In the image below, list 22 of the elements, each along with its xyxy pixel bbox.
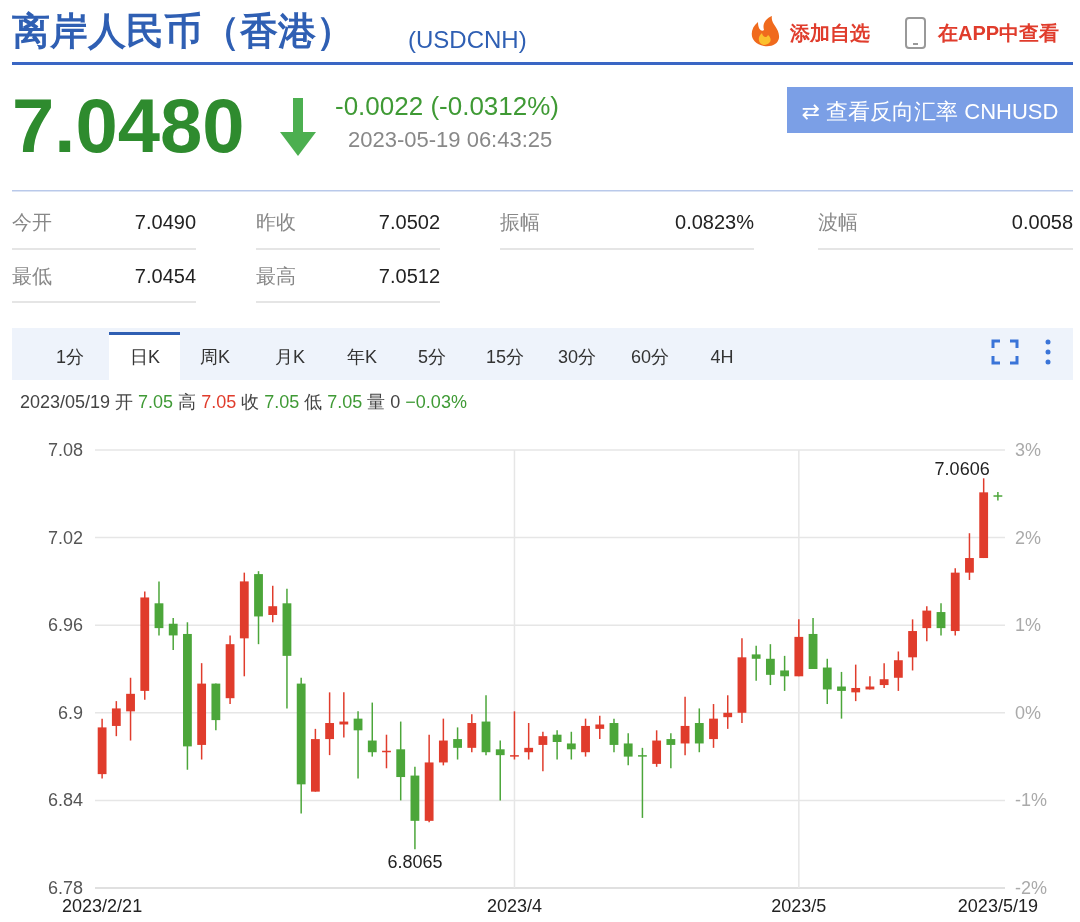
x-tick-label: 2023/2/21 <box>62 896 143 916</box>
chart-title: 离岸人民币（香港） <box>12 10 354 52</box>
annotation: 7.0606 <box>934 459 990 480</box>
y-tick-label: 7.02 <box>47 527 83 548</box>
header: 离岸人民币（香港） (USDCNH) 2023/05/19 开 7.05 高 7.05 收 7.05 低 7.05 量 0 −0.03% 添加自选 在APP中查看 7.0480 -0.0022 (-0.0312%) 2023-05-19 06:43:25 ⇄ 查看反向汇率 CNHUSD 今开 7.0490 昨收 7.0502 振幅 0.0823% 波幅 0.0058 最低 7.0454 最高 7.0512 1分 日K 周K 月K 年K 5分 15分 30分 60分 4H <box>11 10 1074 412</box>
annotation: 6.8065 <box>387 852 443 873</box>
chart-subtitle: (USDCNH) <box>408 26 527 53</box>
y2-tick-label: -2% <box>1015 878 1048 898</box>
x-tick-label: 2023/4 <box>486 896 542 916</box>
x-tick-label: 2023/5 <box>771 896 827 916</box>
y-tick-label: 6.96 <box>47 615 83 636</box>
y2-tick-label: 2% <box>1015 527 1042 548</box>
y-tick-label: 6.78 <box>47 878 83 898</box>
y2-tick-label: 1% <box>1015 615 1042 636</box>
y-tick-label: 6.9 <box>57 702 83 723</box>
plot: 7.08 7.02 6.96 6.9 6.84 6.78 3% 2% 1% 0% -1% -2% 2023/2/21 2023/4 2023/5 2023/5/19 7.0606 6.8065 <box>47 440 1047 916</box>
y-tick-label: 7.08 <box>47 440 83 460</box>
y2-tick-label: -1% <box>1015 790 1048 811</box>
y-tick-label: 6.84 <box>47 790 83 811</box>
y2-tick-label: 0% <box>1015 702 1042 723</box>
y2-tick-label: 3% <box>1015 440 1042 460</box>
x-tick-label: 2023/5/19 <box>957 896 1038 916</box>
